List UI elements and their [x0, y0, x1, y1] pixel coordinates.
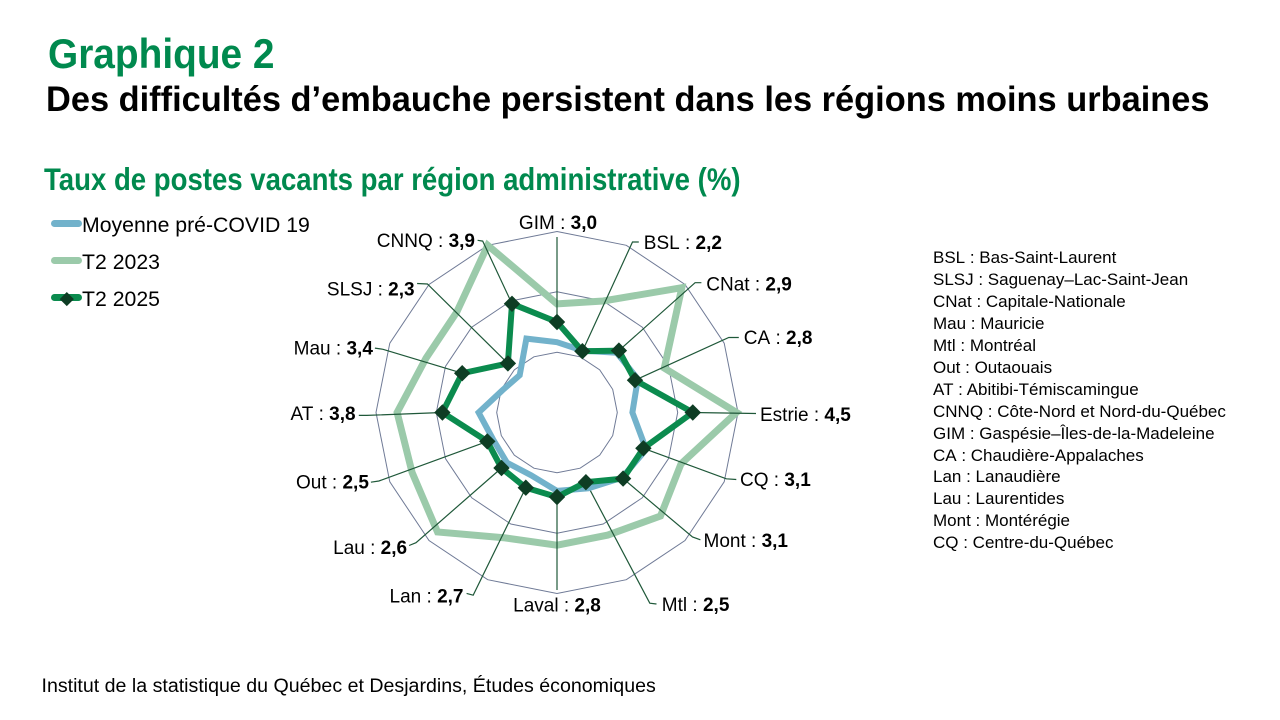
svg-text:CA : 2,8: CA : 2,8	[744, 328, 813, 349]
svg-text:AT : 3,8: AT : 3,8	[290, 404, 355, 425]
svg-text:Mont : 3,1: Mont : 3,1	[704, 531, 789, 552]
svg-text:Mau : 3,4: Mau : 3,4	[294, 339, 374, 360]
svg-text:Out : 2,5: Out : 2,5	[296, 473, 369, 494]
svg-text:Mtl : 2,5: Mtl : 2,5	[662, 595, 730, 616]
svg-text:CNNQ : 3,9: CNNQ : 3,9	[377, 231, 475, 252]
svg-text:Lan : 2,7: Lan : 2,7	[390, 586, 464, 607]
svg-text:Estrie : 4,5: Estrie : 4,5	[760, 405, 851, 426]
svg-text:GIM : 3,0: GIM : 3,0	[519, 213, 597, 234]
svg-text:CNat : 2,9: CNat : 2,9	[706, 275, 792, 296]
svg-text:CQ : 3,1: CQ : 3,1	[740, 470, 811, 491]
svg-text:BSL : 2,2: BSL : 2,2	[644, 233, 722, 254]
svg-text:Laval : 2,8: Laval : 2,8	[513, 596, 601, 617]
svg-text:SLSJ : 2,3: SLSJ : 2,3	[327, 280, 415, 301]
svg-text:Lau : 2,6: Lau : 2,6	[333, 538, 407, 559]
